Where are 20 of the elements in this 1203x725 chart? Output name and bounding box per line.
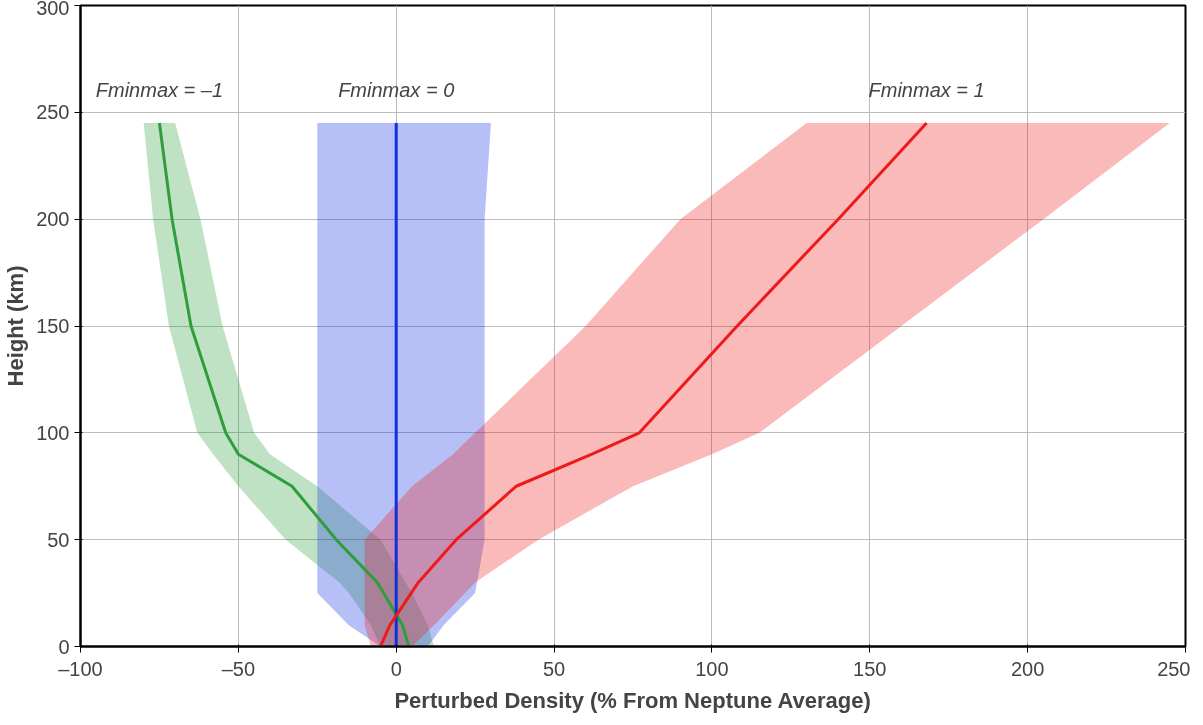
x-tick-label: 150 xyxy=(853,657,887,680)
y-tick-label: 50 xyxy=(47,528,70,551)
annotation: Fminmax = –1 xyxy=(95,79,224,102)
y-tick-label: 0 xyxy=(58,635,70,658)
annotation: Fminmax = 1 xyxy=(868,79,985,102)
x-tick-label: 200 xyxy=(1010,657,1045,680)
x-tick-label: 50 xyxy=(542,657,566,680)
y-tick-label: 250 xyxy=(36,101,70,124)
x-axis-title: Perturbed Density (% From Neptune Average) xyxy=(394,687,871,713)
y-tick-label: 100 xyxy=(36,421,70,444)
y-tick-label: 300 xyxy=(36,0,70,19)
x-tick-label: –50 xyxy=(221,657,256,680)
y-tick-label: 150 xyxy=(36,315,70,337)
x-tick-label: 0 xyxy=(390,657,402,680)
y-tick-label: 200 xyxy=(36,208,70,231)
x-tick-label: 100 xyxy=(695,657,729,680)
x-tick-label: –100 xyxy=(58,657,103,680)
x-tick-label: 250 xyxy=(1157,657,1191,680)
annotation: Fminmax = 0 xyxy=(338,79,455,102)
y-axis-title: Height (km) xyxy=(3,265,29,387)
